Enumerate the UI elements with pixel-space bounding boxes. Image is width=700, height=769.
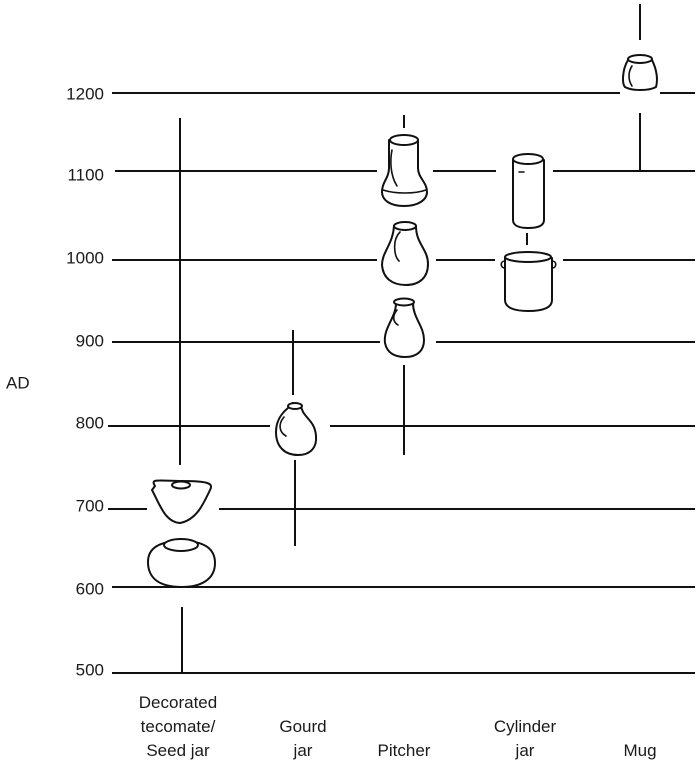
seed-jar-icon bbox=[147, 538, 216, 588]
range-lines bbox=[179, 4, 641, 674]
column-label-line: Mug bbox=[623, 741, 656, 760]
axis-title: AD bbox=[6, 373, 30, 392]
year-label-1000: 1000 bbox=[66, 248, 104, 267]
column-label-line: Seed jar bbox=[146, 741, 210, 760]
column-label-line: Cylinder bbox=[494, 717, 557, 736]
year-label-700: 700 bbox=[76, 496, 104, 515]
column-label-line: jar bbox=[293, 741, 313, 760]
column-label-line: Pitcher bbox=[378, 741, 431, 760]
column-label-mug: Mug bbox=[623, 741, 656, 760]
pitcher-icon bbox=[381, 134, 429, 358]
column-label-line: Gourd bbox=[279, 717, 326, 736]
year-label-900: 900 bbox=[76, 331, 104, 350]
column-label-line: tecomate/ bbox=[141, 717, 216, 736]
year-labels: 500 600 700 800 900 1000 1100 1200 bbox=[66, 84, 104, 679]
column-label-line: Decorated bbox=[139, 693, 217, 712]
year-label-1200: 1200 bbox=[66, 84, 104, 103]
year-label-1100: 1100 bbox=[67, 165, 104, 184]
year-label-500: 500 bbox=[76, 660, 104, 679]
column-label-tecomate-seed-jar: Decorated tecomate/ Seed jar bbox=[139, 693, 217, 760]
year-label-800: 800 bbox=[76, 413, 104, 432]
mug-icon bbox=[622, 54, 658, 91]
column-label-pitcher: Pitcher bbox=[378, 741, 431, 760]
column-label-gourd-jar: Gourd jar bbox=[279, 717, 326, 760]
year-label-600: 600 bbox=[76, 579, 104, 598]
column-label-line: jar bbox=[515, 741, 535, 760]
column-labels: Decorated tecomate/ Seed jar Gourd jar P… bbox=[139, 693, 657, 760]
time-rules bbox=[108, 92, 695, 674]
cylinder-jar-icon bbox=[500, 153, 557, 312]
column-label-cylinder-jar: Cylinder jar bbox=[494, 717, 557, 760]
tecomate-icon bbox=[151, 479, 212, 524]
gourd-jar-icon bbox=[275, 402, 318, 456]
